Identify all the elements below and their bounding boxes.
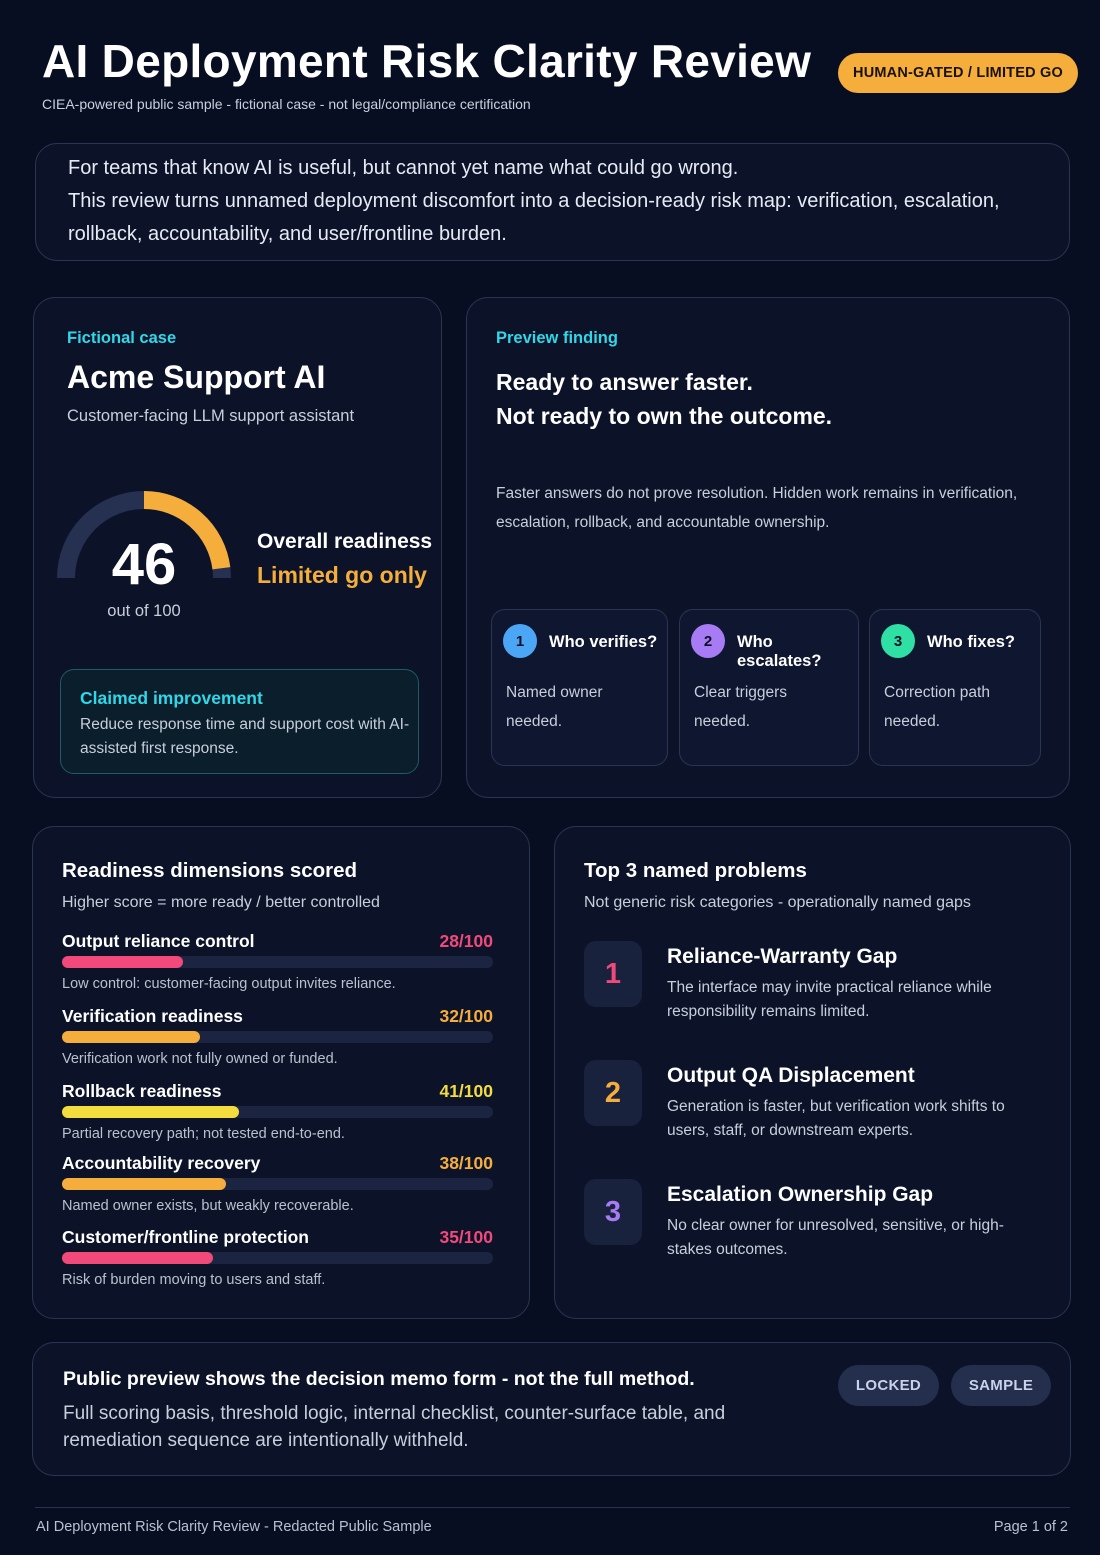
readiness-value: Limited go only bbox=[257, 562, 427, 588]
dimension-bar-fill bbox=[62, 1106, 239, 1118]
dimension-name: Accountability recovery bbox=[62, 1153, 261, 1173]
footer-title: AI Deployment Risk Clarity Review - Reda… bbox=[36, 1519, 432, 1535]
dimension-score: 32/100 bbox=[439, 1006, 493, 1026]
footer-divider bbox=[35, 1507, 1070, 1508]
dimension-name: Verification readiness bbox=[62, 1006, 243, 1026]
preview-headline: Ready to answer faster. Not ready to own… bbox=[496, 365, 832, 433]
dimension-score: 38/100 bbox=[439, 1153, 493, 1173]
dimension-note: Partial recovery path; not tested end-to… bbox=[62, 1126, 345, 1142]
headline-line-1: Ready to answer faster. bbox=[496, 369, 753, 395]
question-number-badge: 1 bbox=[503, 624, 537, 658]
dimension-bar-fill bbox=[62, 1178, 226, 1190]
locked-pill: LOCKED bbox=[838, 1365, 939, 1406]
intro-line-1: For teams that know AI is useful, but ca… bbox=[68, 157, 739, 179]
question-card-fixes: 3 Who fixes? Correction path needed. bbox=[869, 609, 1041, 766]
intro-line-2: This review turns unnamed deployment dis… bbox=[68, 190, 1000, 245]
question-text: Clear triggers needed. bbox=[694, 684, 788, 730]
problems-title: Top 3 named problems bbox=[584, 859, 807, 882]
problem-text: No clear owner for unresolved, sensitive… bbox=[667, 1217, 1004, 1258]
readiness-label: Overall readiness bbox=[257, 530, 433, 553]
question-text: Correction path needed. bbox=[884, 684, 990, 730]
gauge-fill bbox=[143, 491, 231, 570]
case-card: Fictional case Acme Support AI Customer-… bbox=[33, 297, 442, 798]
case-description: Customer-facing LLM support assistant bbox=[67, 407, 355, 425]
dimension-bar-track bbox=[62, 1252, 493, 1264]
problem-number: 2 bbox=[584, 1060, 642, 1126]
preview-eyebrow: Preview finding bbox=[496, 329, 618, 347]
readiness-gauge bbox=[57, 491, 231, 579]
locked-text: Full scoring basis, threshold logic, int… bbox=[63, 1403, 726, 1451]
problem-text: The interface may invite practical relia… bbox=[667, 979, 992, 1020]
headline-line-2: Not ready to own the outcome. bbox=[496, 403, 833, 429]
dimension-note: Verification work not fully owned or fun… bbox=[62, 1051, 338, 1067]
locked-method-banner: Public preview shows the decision memo f… bbox=[32, 1342, 1071, 1476]
question-number-badge: 3 bbox=[881, 624, 915, 658]
dimension-bar-fill bbox=[62, 956, 183, 968]
locked-title: Public preview shows the decision memo f… bbox=[63, 1368, 695, 1390]
question-text: Named owner needed. bbox=[506, 684, 603, 730]
dimension-bar-track bbox=[62, 1106, 493, 1118]
problem-number: 1 bbox=[584, 941, 642, 1007]
question-number-badge: 2 bbox=[691, 624, 725, 658]
problem-title: Reliance-Warranty Gap bbox=[667, 945, 898, 968]
dimension-note: Risk of burden moving to users and staff… bbox=[62, 1272, 326, 1288]
dimension-bar-track bbox=[62, 1031, 493, 1043]
dimension-score: 41/100 bbox=[439, 1081, 493, 1101]
question-card-verifies: 1 Who verifies? Named owner needed. bbox=[491, 609, 668, 766]
claim-title: Claimed improvement bbox=[80, 688, 263, 708]
dimension-note: Named owner exists, but weakly recoverab… bbox=[62, 1198, 354, 1214]
readiness-dimensions-card: Readiness dimensions scored Higher score… bbox=[32, 826, 530, 1319]
dimension-score: 35/100 bbox=[439, 1227, 493, 1247]
overall-score: 46 bbox=[111, 532, 177, 597]
page-subtitle: CIEA-powered public sample - fictional c… bbox=[42, 96, 531, 112]
question-title: Who fixes? bbox=[927, 633, 1016, 651]
case-eyebrow: Fictional case bbox=[67, 329, 177, 347]
dimension-bar-track bbox=[62, 1178, 493, 1190]
problems-subtitle: Not generic risk categories - operationa… bbox=[584, 894, 971, 911]
top-problems-card: Top 3 named problems Not generic risk ca… bbox=[554, 826, 1071, 1319]
question-title: Who escalates? bbox=[737, 633, 822, 670]
status-badge: HUMAN-GATED / LIMITED GO bbox=[838, 53, 1078, 93]
dimensions-subtitle: Higher score = more ready / better contr… bbox=[62, 894, 380, 911]
intro-panel: For teams that know AI is useful, but ca… bbox=[35, 143, 1070, 261]
problem-number: 3 bbox=[584, 1179, 642, 1245]
case-name: Acme Support AI bbox=[67, 359, 326, 395]
dimensions-title: Readiness dimensions scored bbox=[62, 859, 358, 882]
dimension-note: Low control: customer-facing output invi… bbox=[62, 976, 396, 992]
score-out-of: out of 100 bbox=[107, 602, 181, 620]
dimension-bar-fill bbox=[62, 1031, 200, 1043]
preview-finding-card: Preview finding Ready to answer faster. … bbox=[466, 297, 1070, 798]
dimension-name: Output reliance control bbox=[62, 931, 255, 951]
sample-pill: SAMPLE bbox=[951, 1365, 1051, 1406]
preview-text: Faster answers do not prove resolution. … bbox=[496, 485, 1018, 531]
question-title: Who verifies? bbox=[549, 633, 658, 651]
problem-title: Output QA Displacement bbox=[667, 1064, 915, 1087]
problem-title: Escalation Ownership Gap bbox=[667, 1183, 934, 1206]
claimed-improvement-box: Claimed improvement Reduce response time… bbox=[60, 669, 419, 774]
dimension-bar-fill bbox=[62, 1252, 213, 1264]
claim-text: Reduce response time and support cost wi… bbox=[80, 716, 410, 757]
question-card-escalates: 2 Who escalates? Clear triggers needed. bbox=[679, 609, 859, 766]
page-number: Page 1 of 2 bbox=[993, 1519, 1068, 1535]
dimension-bar-track bbox=[62, 956, 493, 968]
page-title: AI Deployment Risk Clarity Review bbox=[42, 35, 812, 87]
dimension-score: 28/100 bbox=[439, 931, 493, 951]
dimension-name: Rollback readiness bbox=[62, 1081, 222, 1101]
dimension-name: Customer/frontline protection bbox=[62, 1227, 309, 1247]
problem-text: Generation is faster, but verification w… bbox=[667, 1098, 1005, 1139]
